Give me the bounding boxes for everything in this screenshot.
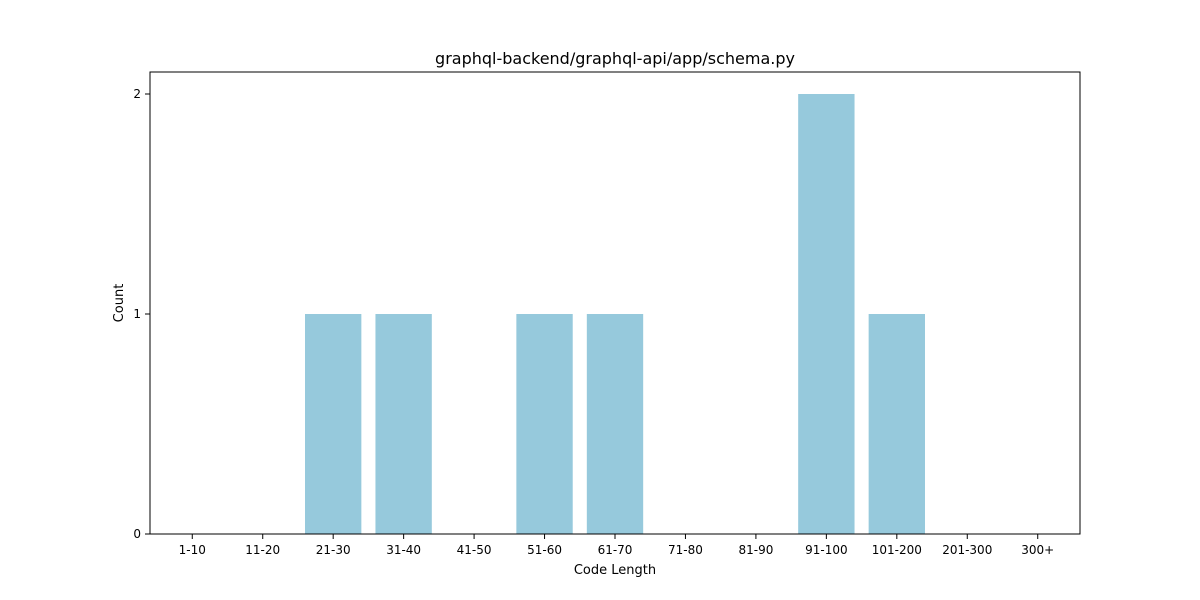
- x-axis-label: Code Length: [574, 563, 656, 578]
- x-tick-label: 21-30: [316, 543, 351, 557]
- x-tick-label: 101-200: [872, 543, 922, 557]
- y-axis-label: Count: [112, 284, 127, 323]
- x-tick-label: 41-50: [457, 543, 492, 557]
- x-tick-label: 11-20: [245, 543, 280, 557]
- bar: [305, 314, 361, 534]
- y-tick-label: 2: [133, 87, 141, 101]
- x-tick-label: 51-60: [527, 543, 562, 557]
- x-tick-label: 1-10: [179, 543, 206, 557]
- y-tick-label: 0: [133, 527, 141, 541]
- y-tick-label: 1: [133, 307, 141, 321]
- x-tick-label: 300+: [1021, 543, 1054, 557]
- x-tick-label: 61-70: [598, 543, 633, 557]
- x-tick-label: 91-100: [805, 543, 848, 557]
- y-axis-ticks: 0 1 2: [133, 87, 150, 541]
- x-tick-label: 71-80: [668, 543, 703, 557]
- x-tick-label: 81-90: [738, 543, 773, 557]
- bar: [375, 314, 431, 534]
- x-tick-label: 31-40: [386, 543, 421, 557]
- bars-group: [305, 94, 925, 534]
- bar: [516, 314, 572, 534]
- bar: [869, 314, 925, 534]
- bar: [587, 314, 643, 534]
- x-axis-ticks: 1-10 11-20 21-30 31-40 41-50 51-60 61-70 71-80 8…: [179, 534, 1055, 557]
- bar: [798, 94, 854, 534]
- chart-title: graphql-backend/graphql-api/app/schema.p…: [435, 49, 795, 68]
- x-tick-label: 201-300: [942, 543, 992, 557]
